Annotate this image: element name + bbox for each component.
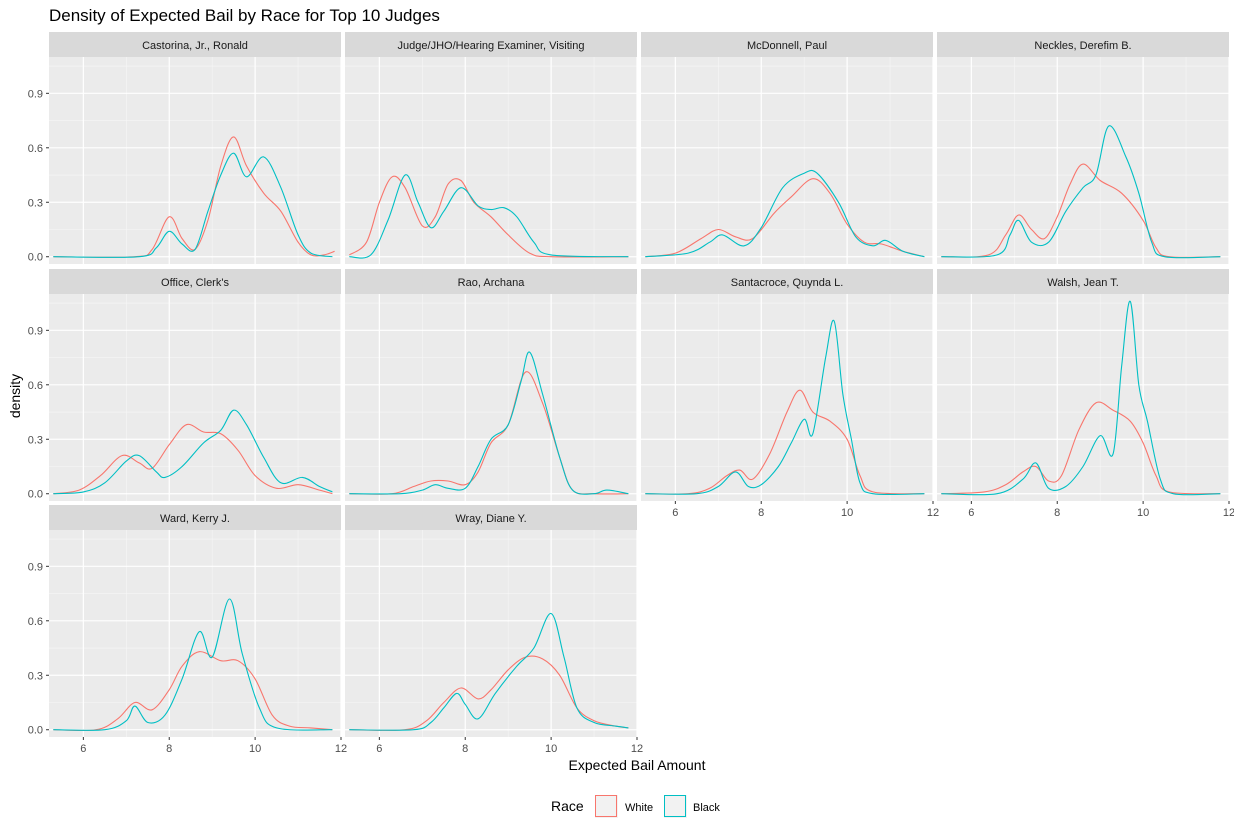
y-tick-label: 0.9 (28, 325, 43, 337)
legend-key-frame-black (664, 795, 686, 817)
density-line-black (53, 152, 333, 258)
panel-background (641, 294, 933, 501)
panel-background (345, 294, 637, 501)
panel-walsh-jean-t: Walsh, Jean T. 6 8 10 12 (937, 269, 1234, 519)
facet-strip (641, 269, 933, 294)
density-line-black (645, 319, 925, 496)
y-axis-title: density (7, 374, 23, 418)
facet-strip-label: Rao, Archana (458, 277, 526, 289)
facet-strip-label: Neckles, Derefim B. (1034, 40, 1131, 52)
x-tick-label: 12 (631, 743, 643, 755)
facet-strip (345, 269, 637, 294)
panel-neckles-derefim-b: Neckles, Derefim B. (937, 32, 1230, 264)
panel-ward-kerry-j: Ward, Kerry J. 0.0 0.3 0.6 0.9 6 8 10 12 (28, 505, 347, 755)
x-tick-label: 10 (249, 743, 261, 755)
facet-strip-label: Santacroce, Quynda L. (731, 277, 844, 289)
y-tick-label: 0.0 (28, 489, 43, 501)
legend: Race White Black (551, 795, 720, 818)
x-tick-label: 10 (545, 743, 557, 755)
density-line-black (53, 598, 333, 731)
facet-strip-label: McDonnell, Paul (747, 40, 827, 52)
density-line-black (349, 174, 629, 259)
y-tick-label: 0.3 (28, 670, 43, 682)
facet-strip (49, 32, 341, 57)
facet-strip (49, 269, 341, 294)
y-tick-label: 0.3 (28, 197, 43, 209)
x-axis-title: Expected Bail Amount (569, 757, 706, 773)
panels-layer: Castorina, Jr., Ronald 0.0 0.3 0.6 0.9 Judge/… (28, 32, 1234, 755)
x-tick-label: 8 (758, 507, 764, 519)
x-tick-label: 6 (80, 743, 86, 755)
density-line-white (645, 178, 925, 258)
density-line-black (941, 300, 1221, 496)
y-tick-label: 0.9 (28, 88, 43, 100)
facet-strip-label: Walsh, Jean T. (1047, 277, 1119, 289)
density-line-white (349, 655, 629, 731)
panel-santacroce-quynda-l: Santacroce, Quynda L. 6 8 10 12 (641, 269, 939, 519)
panel-background (49, 530, 341, 737)
x-tick-label: 8 (166, 743, 172, 755)
legend-key-black-bg (664, 795, 687, 818)
facet-strip-label: Wray, Diane Y. (455, 513, 526, 525)
facet-strip-label: Ward, Kerry J. (160, 513, 230, 525)
facet-strip (49, 505, 341, 530)
x-tick-label: 12 (1223, 507, 1234, 519)
density-line-white (941, 401, 1221, 495)
x-tick-label: 8 (1054, 507, 1060, 519)
facet-strip-label: Castorina, Jr., Ronald (142, 40, 248, 52)
legend-key-white-bg (595, 795, 618, 818)
panel-background (937, 294, 1229, 501)
panel-background (641, 57, 933, 264)
y-tick-label: 0.6 (28, 143, 43, 155)
facet-strip (345, 505, 637, 530)
panel-judge-jho-hearing-examiner-visiting: Judge/JHO/Hearing Examiner, Visiting (345, 32, 638, 264)
facet-strip-label: Office, Clerk's (161, 277, 229, 289)
density-line-white (53, 136, 335, 258)
x-tick-label: 10 (1137, 507, 1149, 519)
x-tick-label: 12 (335, 743, 347, 755)
y-tick-label: 0.0 (28, 252, 43, 264)
y-tick-label: 0.9 (28, 561, 43, 573)
chart-title: Density of Expected Bail by Race for Top… (49, 6, 440, 25)
legend-key-frame-white (595, 795, 617, 817)
panel-castorina-jr-ronald: Castorina, Jr., Ronald 0.0 0.3 0.6 0.9 (28, 32, 342, 264)
facet-strip-label: Judge/JHO/Hearing Examiner, Visiting (398, 40, 585, 52)
panel-wray-diane-y: Wray, Diane Y. 6 8 10 12 (345, 505, 643, 755)
density-line-black (349, 351, 629, 495)
panel-background (345, 530, 637, 737)
y-tick-label: 0.0 (28, 725, 43, 737)
facet-strip (937, 32, 1229, 57)
density-line-black (349, 612, 629, 731)
density-line-white (53, 651, 333, 732)
y-tick-label: 0.6 (28, 616, 43, 628)
panel-background (937, 57, 1229, 264)
facet-strip (641, 32, 933, 57)
x-tick-label: 6 (376, 743, 382, 755)
density-line-black (941, 125, 1221, 259)
y-tick-label: 0.6 (28, 380, 43, 392)
legend-label-black: Black (693, 802, 720, 814)
x-tick-label: 6 (672, 507, 678, 519)
density-line-black (53, 409, 333, 495)
y-tick-label: 0.3 (28, 434, 43, 446)
density-line-white (941, 163, 1221, 258)
density-line-white (53, 423, 333, 495)
panel-background (345, 57, 637, 264)
x-tick-label: 8 (462, 743, 468, 755)
panel-office-clerk-s: Office, Clerk's 0.0 0.3 0.6 0.9 (28, 269, 342, 501)
facet-strip (937, 269, 1229, 294)
density-line-black (645, 169, 925, 258)
legend-title: Race (551, 798, 584, 814)
panel-background (49, 294, 341, 501)
x-tick-label: 12 (927, 507, 939, 519)
legend-label-white: White (625, 802, 653, 814)
x-tick-label: 6 (968, 507, 974, 519)
facet-strip (345, 32, 637, 57)
density-line-white (348, 175, 629, 258)
panel-mcdonnell-paul: McDonnell, Paul (641, 32, 934, 264)
panel-rao-archana: Rao, Archana (345, 269, 638, 501)
x-tick-label: 10 (841, 507, 853, 519)
